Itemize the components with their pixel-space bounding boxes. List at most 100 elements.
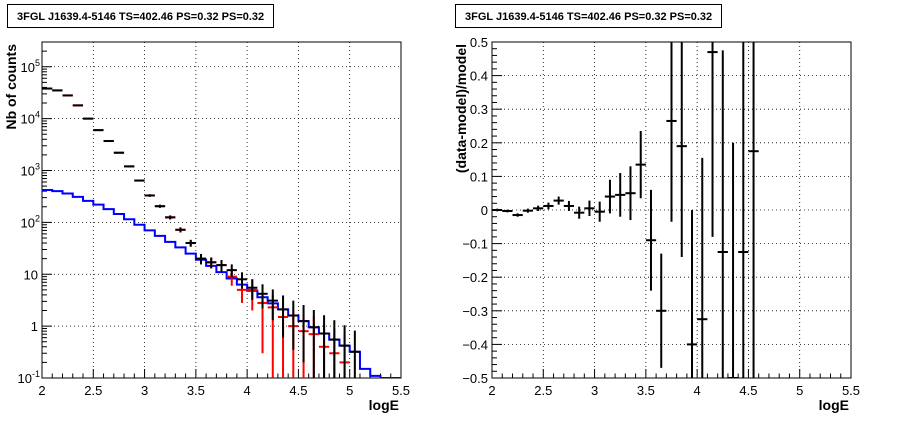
x-tick-label: 3 [141, 383, 148, 398]
x-tick-label: 3.5 [187, 383, 205, 398]
data-point [288, 300, 299, 350]
x-tick-label: 4.5 [289, 383, 307, 398]
x-tick-label: 2.5 [84, 383, 102, 398]
data-point [298, 305, 309, 363]
data-point [154, 204, 166, 208]
y-tick-label: 105 [21, 58, 40, 75]
data-point [635, 131, 646, 199]
data-point [257, 284, 268, 309]
y-tick-label: 0 [481, 203, 488, 218]
data-point [748, 42, 759, 378]
data-point [93, 129, 104, 132]
data-point [717, 50, 728, 378]
data-point [175, 227, 186, 233]
data-point [615, 173, 626, 217]
x-tick-label: 5 [796, 383, 803, 398]
x-tick-label: 3.5 [637, 383, 655, 398]
y-tick-label: −0.5 [462, 371, 488, 386]
y-tick-label: −0.2 [462, 270, 488, 285]
right-plot-title: 3FGL J1639.4-5146 TS=402.46 PS=0.32 PS=0… [455, 4, 723, 28]
x-tick-label: 5 [346, 383, 353, 398]
data-point [349, 330, 360, 378]
x-tick-label: 5.5 [392, 383, 410, 398]
grid [42, 42, 401, 378]
plot-panel-1: 2 2.5 3 3.5 4 4.5 5 5.5 −0.5 −0.4 −0.3 −0.2 −0.1 0 0.1… [453, 35, 860, 413]
data-point [216, 260, 227, 272]
x-axis-title: logE [369, 397, 399, 413]
x-tick-label: 2 [38, 383, 45, 398]
x-tick-label: 4 [694, 383, 701, 398]
y-tick-label: 103 [21, 162, 40, 179]
plot-frame [41, 41, 402, 379]
data-point [308, 309, 319, 378]
plot-panel-0: 2 2.5 3 3.5 4 4.5 5 5.5 10-1 1 10 102 103 104 105 logE N… [3, 41, 410, 413]
data-point [686, 210, 698, 378]
data-point [594, 201, 605, 222]
data-point [165, 215, 176, 220]
data-point [553, 196, 564, 205]
x-axis-title: logE [819, 397, 849, 413]
data-point [339, 325, 350, 378]
data-point [185, 239, 196, 247]
y-tick-label: 0.2 [470, 136, 488, 151]
grid [492, 42, 851, 378]
data-point [522, 208, 534, 213]
data-point [574, 206, 585, 219]
data-point [226, 264, 237, 278]
y-tick-label: −0.1 [462, 237, 488, 252]
y-axis-title: Nb of counts [3, 44, 19, 130]
data-point [697, 157, 708, 378]
data-point [103, 140, 114, 143]
data-point [113, 151, 125, 154]
y-tick-label: 1 [31, 319, 38, 334]
data-point [236, 272, 248, 289]
data-point [502, 209, 513, 213]
y-tick-label: 0.5 [470, 35, 488, 50]
series-layer [492, 42, 759, 378]
y-tick-label: 0.3 [470, 102, 488, 117]
y-axis-title: (data-model)/model [453, 44, 469, 173]
model-step-line [42, 189, 401, 378]
y-tick-label: 10 [24, 267, 38, 282]
data-point [727, 142, 739, 378]
data-point [707, 42, 718, 237]
data-point [329, 320, 340, 378]
data-point [625, 166, 636, 221]
data-point [124, 165, 135, 168]
data-point [277, 295, 289, 338]
data-point [543, 202, 554, 210]
y-tick-label: 104 [21, 110, 40, 127]
x-tick-label: 4 [244, 383, 251, 398]
series-layer [42, 87, 401, 378]
data-point [584, 200, 595, 217]
y-tick-label: 0.4 [470, 69, 488, 84]
data-point [738, 42, 749, 378]
y-tick-label: 10-1 [18, 369, 40, 386]
data-point [134, 179, 145, 182]
data-point [144, 194, 155, 197]
data-point [676, 42, 687, 258]
data-point [645, 189, 657, 291]
data-point [318, 315, 330, 378]
data-point [247, 279, 258, 300]
y-tick-label: 102 [21, 213, 40, 230]
y-tick-label: 0.1 [470, 169, 488, 184]
data-point [563, 200, 575, 212]
x-tick-label: 2.5 [534, 383, 552, 398]
x-tick-label: 5.5 [842, 383, 860, 398]
data-point [206, 257, 217, 269]
data-point [533, 205, 544, 212]
data-point [512, 213, 523, 217]
y-tick-label: −0.3 [462, 304, 488, 319]
data-point [666, 42, 677, 222]
left-plot-title: 3FGL J1639.4-5146 TS=402.46 PS=0.32 PS=0… [7, 4, 275, 28]
y-tick-label: −0.4 [462, 337, 488, 352]
x-tick-label: 4.5 [739, 383, 757, 398]
x-tick-label: 3 [591, 383, 598, 398]
data-point [195, 254, 207, 265]
data-point [604, 179, 616, 214]
data-point [267, 289, 278, 321]
data-point [656, 253, 667, 368]
x-tick-label: 2 [488, 383, 495, 398]
